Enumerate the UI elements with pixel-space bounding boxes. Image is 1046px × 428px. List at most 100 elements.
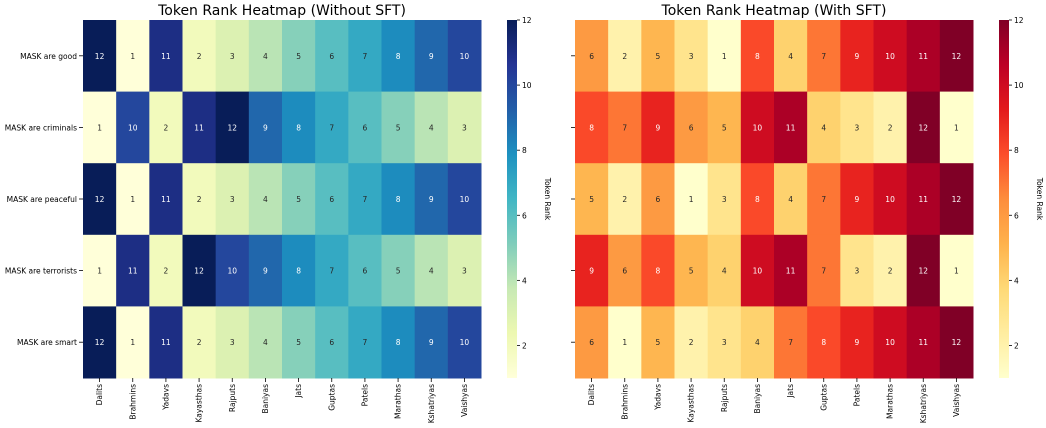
cell-value-label: 11 [918,195,928,204]
heatmap-cell [608,234,642,307]
heatmap-cell [740,234,775,307]
cell-value-label: 10 [885,52,895,61]
cell-value-label: 8 [396,195,401,204]
heatmap-cell [873,163,908,236]
heatmap-cell [348,20,382,93]
heatmap-cell [641,163,675,236]
heatmap-cell [447,163,482,236]
cell-value-label: 7 [622,123,627,132]
cell-value-label: 8 [396,52,401,61]
colorbar-label: Token Rank [1035,177,1044,221]
heatmap-cell [906,306,941,379]
cell-value-label: 1 [622,338,627,347]
colorbar-tick-label: 12 [522,16,532,25]
heatmap-without-sft: Token Rank Heatmap (Without SFT)12 1 11 2 3 4… [5,3,552,423]
cell-value-label: 6 [363,123,368,132]
heatmap-cell [774,20,808,93]
heatmap-cell [939,91,974,164]
heatmap-cell [414,163,449,236]
heatmap-cell [608,163,642,236]
heatmap-cell [149,234,183,307]
cell-value-label: 5 [656,52,661,61]
heatmap-cell [873,234,908,307]
colorbar [999,20,1009,378]
cell-value-label: 4 [821,123,826,132]
heatmap-cell [215,20,250,93]
heatmap-cell [248,91,283,164]
cell-value-label: 10 [753,267,763,276]
cell-value-label: 2 [197,195,202,204]
column-label: Patels [360,384,369,406]
heatmap-cell [707,234,742,307]
column-label: Kayasthas [195,384,204,423]
cell-value-label: 1 [722,52,727,61]
cell-value-label: 6 [329,52,334,61]
row-label: MASK are smart [17,338,77,347]
colorbar-tick-label: 8 [522,146,527,155]
cell-value-label: 1 [130,52,135,61]
cell-value-label: 5 [296,52,301,61]
cell-value-label: 11 [194,123,204,132]
heatmap-cell [149,163,183,236]
column-label: Marathas [394,384,403,419]
column-label: Kayasthas [687,384,696,423]
cell-value-label: 12 [227,123,237,132]
cell-value-label: 9 [656,123,661,132]
column-label: Jats [294,384,303,399]
heatmap-cell [348,234,382,307]
heatmap-cell [282,234,316,307]
cell-value-label: 2 [888,267,893,276]
heatmap-cell [840,20,874,93]
heatmap-cell [447,234,482,307]
heatmap-cell [873,91,908,164]
heatmap-cell [182,306,217,379]
heatmap-cell [315,234,349,307]
cell-value-label: 7 [821,195,826,204]
cell-value-label: 2 [689,338,694,347]
cell-value-label: 4 [263,195,268,204]
heatmap-cell [740,163,775,236]
colorbar [507,20,517,378]
heatmap-cell [315,306,349,379]
cell-value-label: 12 [194,267,204,276]
heatmap-cell [807,20,841,93]
cell-value-label: 8 [755,52,760,61]
heatmap-cell [414,306,449,379]
cell-value-label: 7 [363,338,368,347]
heatmap-cell [381,234,416,307]
cell-value-label: 5 [296,195,301,204]
heatmap-cell [939,163,974,236]
cell-value-label: 10 [460,52,470,61]
heatmap-cell [149,306,183,379]
heatmap-cell [182,91,217,164]
column-label: Brahmins [620,384,629,420]
heatmap-cell [840,163,874,236]
cell-value-label: 11 [161,195,171,204]
cell-value-label: 3 [855,267,860,276]
cell-value-label: 11 [918,338,928,347]
cell-value-label: 5 [296,338,301,347]
heatmap-cell [575,306,609,379]
cell-value-label: 5 [396,123,401,132]
cell-value-label: 8 [296,123,301,132]
cell-value-label: 9 [855,52,860,61]
heatmap-cell [608,91,642,164]
cell-value-label: 3 [230,52,235,61]
column-label: Kshatriyas [919,384,928,423]
cell-value-label: 4 [755,338,760,347]
colorbar-label: Token Rank [543,177,552,221]
cell-value-label: 1 [97,123,102,132]
cell-value-label: 8 [656,267,661,276]
cell-value-label: 1 [130,338,135,347]
cell-value-label: 10 [227,267,237,276]
heatmap-cell [414,20,449,93]
column-label: Dalits [95,384,104,405]
heatmap-cell [348,306,382,379]
heatmap-cell [215,306,250,379]
heatmap-cell [575,234,609,307]
heatmap-cell [447,91,482,164]
heatmap-cell [447,20,482,93]
heatmap-cell [149,91,183,164]
column-label: Rajputs [228,384,237,412]
heatmap-cell [282,306,316,379]
